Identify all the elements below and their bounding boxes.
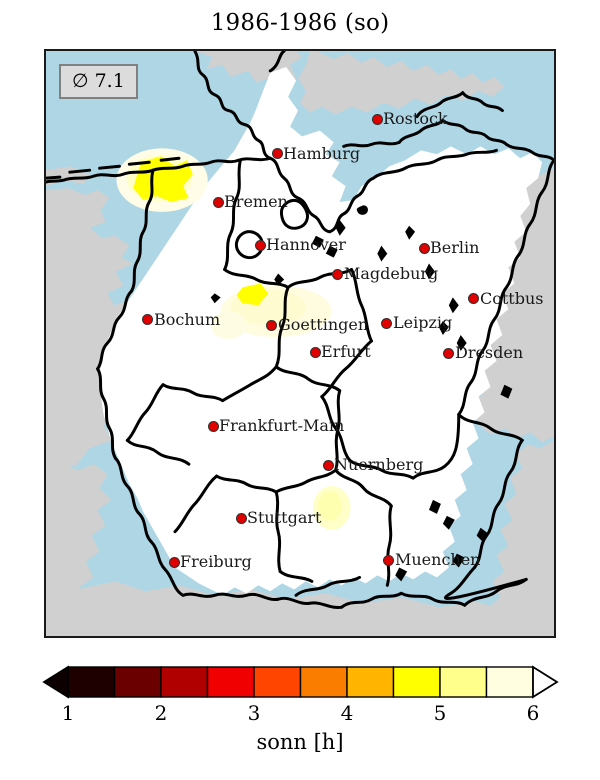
city-dot-icon: [381, 317, 393, 329]
city-label: Leipzig: [392, 313, 453, 332]
colorbar-tick-5: 5: [433, 701, 447, 725]
colorbar-tick-6: 6: [526, 701, 540, 725]
domain-mean-badge: ∅ 7.1: [59, 64, 138, 99]
colorbar-tick-2: 2: [154, 701, 168, 725]
city-dot-icon: [207, 420, 219, 432]
colorbar-tick-3: 3: [247, 701, 261, 725]
city-label: Goettingen: [277, 315, 369, 334]
city-label: Hannover: [266, 235, 346, 255]
colorbar-segment-3: [206, 666, 255, 698]
city-dot-icon: [235, 512, 247, 524]
colorbar-segment-1: [113, 666, 162, 698]
colorbar-segment-9: [485, 666, 534, 698]
germany-domain-layer: [99, 66, 543, 596]
city-dot-icon: [168, 556, 180, 568]
colorbar-segment-5: [299, 666, 348, 698]
colorbar-tick-labels: 1 2 3 4 5 6: [0, 700, 600, 730]
colorbar-extend-min-arrow: [42, 665, 69, 699]
map-geometry: [46, 51, 554, 636]
colorbar-segment-7: [392, 666, 441, 698]
colorbar-tick-4: 4: [340, 701, 354, 725]
city-label: Muenchen: [394, 550, 481, 569]
city-label: Nuernberg: [334, 455, 424, 474]
city-dot-icon: [322, 459, 334, 471]
colorbar-segment-6: [346, 666, 395, 698]
city-label: Stuttgart: [247, 508, 322, 528]
city-label: Bochum: [153, 309, 221, 329]
colorbar-tick-1: 1: [61, 701, 75, 725]
colorbar-segment-2: [160, 666, 209, 698]
city-dot-icon: [212, 196, 224, 208]
map-canvas: ∅ 7.1 Rostock Hamburg Bremen Hannover Berlin…: [46, 51, 554, 636]
city-label: Erfurt: [321, 342, 371, 362]
colorbar-swatches[interactable]: [0, 660, 600, 708]
city-dot-icon: [142, 314, 154, 326]
city-dot-icon: [309, 346, 321, 358]
city-dot-icon: [383, 554, 395, 566]
city-label: Berlin: [430, 238, 480, 258]
colorbar-segment-8: [439, 666, 488, 698]
colorbar-extend-max-arrow: [532, 665, 559, 699]
city-label: Hamburg: [283, 143, 361, 163]
city-label: Frankfurt-Main: [219, 416, 345, 436]
data-patch-layer: [116, 148, 351, 530]
map-axes[interactable]: ∅ 7.1 Rostock Hamburg Bremen Hannover Berlin…: [44, 49, 556, 638]
colorbar-segment-4: [253, 666, 302, 698]
city-dot-icon: [332, 268, 344, 280]
city-label: Magdeburg: [343, 264, 439, 284]
city-label: Freiburg: [180, 552, 252, 572]
colorbar-axis-label: sonn [h]: [256, 730, 344, 754]
colorbar[interactable]: 1 2 3 4 5 6 sonn [h]: [0, 660, 600, 780]
colorbar-segment-0: [67, 666, 116, 698]
city-dot-icon: [266, 319, 278, 331]
city-dot-icon: [468, 293, 480, 305]
coastline-layer: [46, 51, 554, 610]
city-label: Dresden: [454, 343, 524, 363]
city-dot-icon: [443, 347, 455, 359]
page-title: 1986-1986 (so): [210, 10, 390, 36]
city-label: Rostock: [383, 109, 448, 129]
city-label: Bremen: [224, 192, 288, 212]
city-label: Cottbus: [479, 288, 544, 308]
city-dot-icon: [418, 242, 430, 254]
city-dot-icon: [254, 239, 266, 251]
city-dot-icon: [271, 148, 283, 160]
city-dot-icon: [371, 113, 383, 125]
